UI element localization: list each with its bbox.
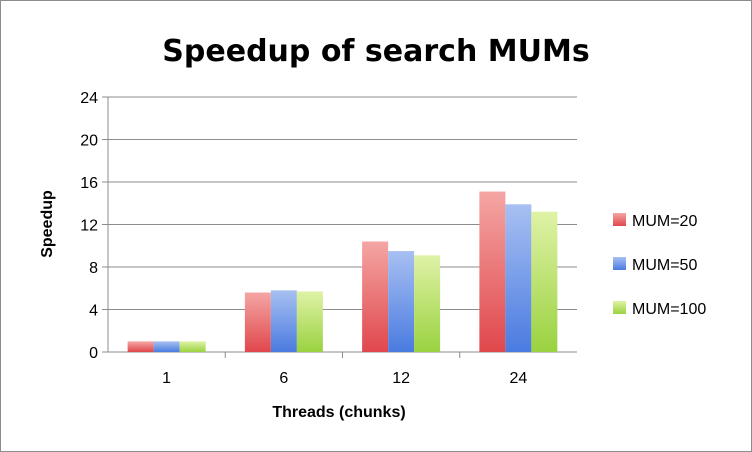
x-axis-label: Threads (chunks): [272, 404, 405, 421]
legend-label: MUM=20: [632, 213, 697, 230]
legend-label: MUM=50: [632, 257, 697, 274]
legend-swatch: [613, 301, 626, 314]
y-tick-label: 8: [89, 260, 98, 277]
bar-mum-20-1: [127, 341, 154, 352]
legend-swatch: [613, 213, 626, 226]
bar-mum-100-12: [414, 255, 441, 352]
bar-mum-100-1: [179, 341, 206, 352]
x-tick-label: 6: [279, 370, 288, 387]
y-tick-label: 4: [89, 303, 98, 320]
bar-mum-20-6: [244, 292, 271, 352]
y-tick-label: 12: [80, 218, 98, 235]
legend-label: MUM=100: [632, 301, 706, 318]
y-axis-label: Speedup: [39, 190, 56, 258]
legend-swatch: [613, 257, 626, 270]
chart-title: Speedup of search MUMs: [162, 34, 589, 69]
legend: MUM=20 MUM=50 MUM=100: [613, 213, 706, 318]
bar-mum-20-12: [362, 241, 389, 352]
bar-mum-50-12: [388, 251, 415, 352]
x-tick-label: 24: [509, 370, 527, 387]
bar-mum-100-24: [531, 211, 558, 352]
y-tick-label: 16: [80, 175, 98, 192]
bar-mum-50-6: [270, 290, 297, 352]
x-tick-label: 1: [162, 370, 171, 387]
bar-mum-50-1: [153, 341, 180, 352]
bar-mum-100-6: [296, 291, 323, 352]
bar-mum-20-24: [479, 191, 506, 352]
y-tick-label: 20: [80, 133, 98, 150]
y-tick-label: 0: [89, 345, 98, 362]
x-tick-label: 12: [392, 370, 410, 387]
bar-mum-50-24: [505, 204, 532, 352]
bars: [127, 191, 558, 352]
y-tick-label: 24: [80, 90, 98, 107]
